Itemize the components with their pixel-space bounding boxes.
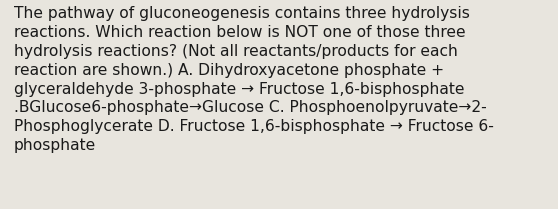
Text: The pathway of gluconeogenesis contains three hydrolysis
reactions. Which reacti: The pathway of gluconeogenesis contains …	[14, 6, 494, 153]
